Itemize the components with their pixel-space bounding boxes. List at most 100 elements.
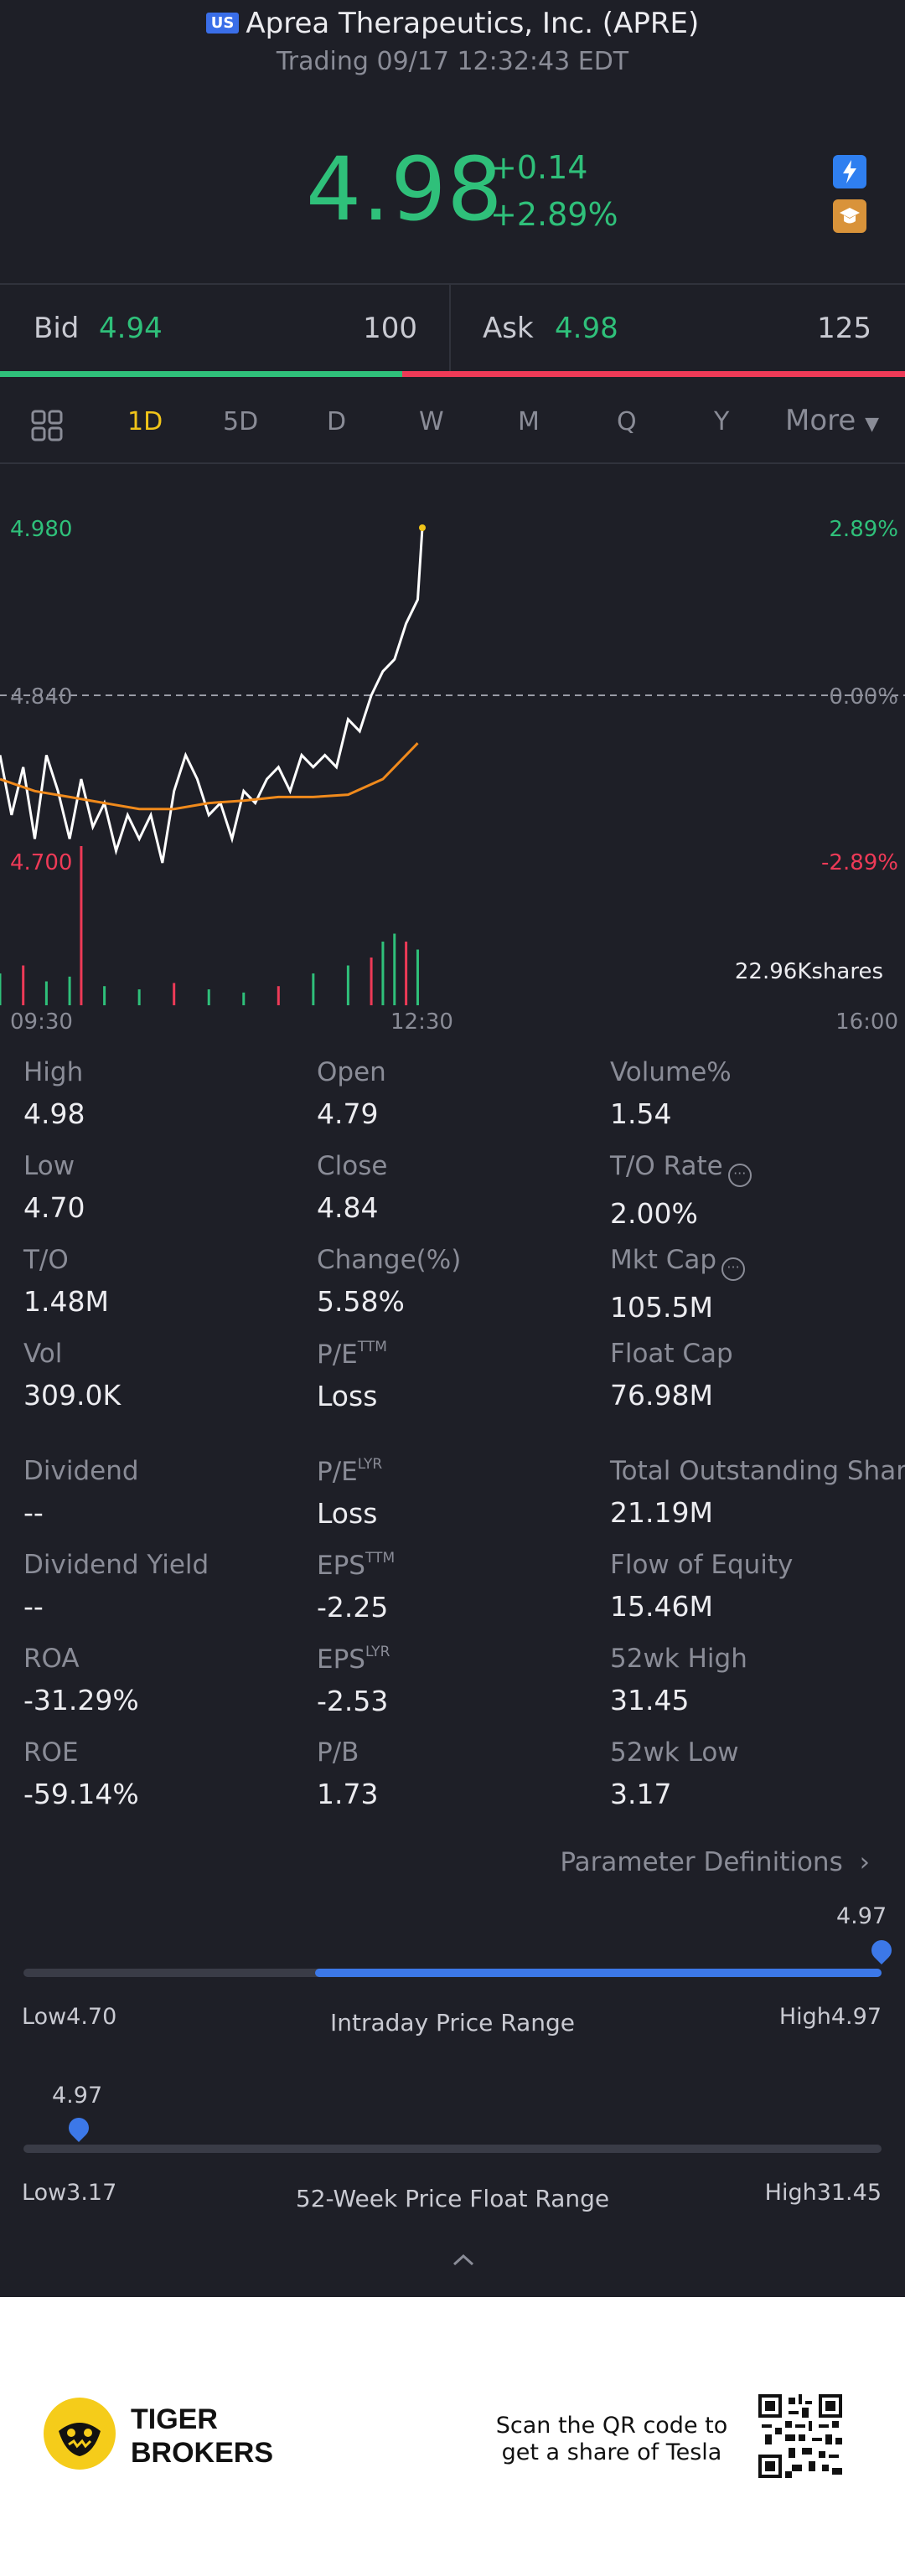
stat-label-text: 52wk Low <box>610 1737 739 1768</box>
ask-share-bar <box>402 371 905 377</box>
stat-value: -31.29% <box>23 1684 139 1716</box>
change-percent: +2.89% <box>490 196 618 233</box>
stat-flow-of-equity: Flow of Equity 15.46M <box>610 1550 793 1623</box>
stat-label-text: Vol <box>23 1339 63 1369</box>
parameter-definitions-link[interactable]: Parameter Definitions › <box>560 1847 870 1877</box>
chevron-up-icon[interactable] <box>451 2252 476 2272</box>
tab-5d[interactable]: 5D <box>223 407 259 436</box>
stat-label-text: T/O Rate <box>610 1151 723 1181</box>
stat-label: Mkt Cap ··· <box>610 1245 746 1281</box>
brand-line-2: BROKERS <box>131 2437 274 2469</box>
intraday-chart[interactable]: 4.980 4.840 4.700 2.89% 0.00% -2.89% 22.… <box>0 465 905 1051</box>
chevron-down-icon: ▼ <box>865 414 880 435</box>
intraday-low-value: 4.70 <box>66 2004 117 2030</box>
intraday-caption: Intraday Price Range <box>329 2009 575 2037</box>
stat-vol: Vol 309.0K <box>23 1339 121 1412</box>
volume-bar <box>346 965 349 1005</box>
x-label-mid: 12:30 <box>390 1009 453 1035</box>
volume-bar <box>22 965 25 1005</box>
stat-label-text: EPS <box>317 1551 365 1581</box>
stat-label-text: Dividend Yield <box>23 1550 209 1580</box>
tab-w[interactable]: W <box>419 407 444 436</box>
stat-label: EPSLYR <box>317 1644 390 1675</box>
stock-title: Aprea Therapeutics, Inc. (APRE) <box>246 7 700 40</box>
stat-p-e-ttm: P/ETTM Loss <box>317 1339 387 1412</box>
brand-name: TIGER BROKERS <box>131 2403 273 2470</box>
stat-value: 105.5M <box>610 1291 713 1324</box>
stat-label: P/ELYR <box>317 1456 382 1487</box>
intraday-marker-icon <box>867 1936 896 1964</box>
stat-label-suffix: LYR <box>357 1456 383 1473</box>
stat-value: 31.45 <box>610 1684 690 1716</box>
volume-label: 22.96Kshares <box>734 959 883 984</box>
stat-label: T/O Rate ··· <box>610 1151 752 1187</box>
stat-label: Float Cap <box>610 1339 733 1369</box>
stat-value: 21.19M <box>610 1496 713 1529</box>
promo-text: Scan the QR code to get a share of Tesla <box>495 2413 728 2465</box>
stat-value: 76.98M <box>610 1379 713 1412</box>
stat-t-o: T/O 1.48M <box>23 1245 109 1318</box>
stat-label-text: P/E <box>317 1457 358 1487</box>
x-label-close: 16:00 <box>835 1009 898 1035</box>
week52-low: Low3.17 <box>22 2180 116 2206</box>
stat-label-suffix: TTM <box>357 1339 387 1355</box>
divider <box>0 462 905 464</box>
info-icon[interactable]: ··· <box>727 1164 752 1187</box>
average-line <box>0 742 419 811</box>
education-icon[interactable] <box>833 199 866 233</box>
volume-bar <box>103 986 106 1005</box>
stock-title-row: US Aprea Therapeutics, Inc. (APRE) <box>0 7 905 40</box>
share-footer: TIGER BROKERS Scan the QR code to get a … <box>0 2297 905 2576</box>
stat-label-suffix: LYR <box>365 1644 390 1660</box>
stat-label-text: High <box>23 1057 84 1087</box>
ask-price: 4.98 <box>555 312 618 345</box>
change-amount: +0.14 <box>490 149 588 186</box>
tab-1d[interactable]: 1D <box>127 407 163 436</box>
stat-value: 4.79 <box>317 1097 379 1130</box>
volume-bar <box>416 949 419 1005</box>
stat-p-b: P/B 1.73 <box>317 1737 378 1810</box>
stat-label: ROE <box>23 1737 139 1768</box>
price-line <box>0 527 424 864</box>
stat-label-text: Mkt Cap <box>610 1245 717 1275</box>
stat-change: Change(%) 5.58% <box>317 1245 461 1318</box>
bid-label: Bid <box>34 312 80 345</box>
tab-q[interactable]: Q <box>617 407 637 436</box>
stat-open: Open 4.79 <box>317 1057 386 1130</box>
stat-dividend-yield: Dividend Yield -- <box>23 1550 209 1623</box>
week52-high-value: 31.45 <box>816 2180 882 2206</box>
last-price: 4.98 <box>306 138 504 240</box>
tab-more[interactable]: More ▼ <box>785 404 879 437</box>
stat-label-text: Change(%) <box>317 1245 462 1275</box>
volume-bar <box>277 986 280 1005</box>
y-label-high: 4.980 <box>10 517 73 542</box>
stat-value: 1.73 <box>317 1778 379 1810</box>
stat-volume: Volume% 1.54 <box>610 1057 732 1130</box>
volume-bar <box>173 983 176 1005</box>
tab-y[interactable]: Y <box>714 407 730 436</box>
stat-value: 1.54 <box>610 1097 672 1130</box>
volume-bar <box>242 992 246 1005</box>
stat-label-text: Dividend <box>23 1456 139 1486</box>
tiger-logo-icon <box>44 2398 116 2470</box>
intraday-track <box>23 1969 882 1977</box>
volume-bar <box>312 973 315 1005</box>
stat-roe: ROE -59.14% <box>23 1737 139 1810</box>
intraday-low: Low4.70 <box>22 2004 116 2030</box>
volume-bar <box>80 846 83 1005</box>
stat-label-text: Close <box>317 1151 388 1181</box>
stat-total-outstanding-shares: Total Outstanding Shares 21.19M <box>610 1456 905 1529</box>
bolt-icon[interactable] <box>833 155 866 188</box>
tab-d[interactable]: D <box>327 407 347 436</box>
period-tabs: 1D 5D D W M Q Y More ▼ <box>0 385 905 462</box>
stat-label: P/B <box>317 1737 378 1768</box>
info-icon[interactable]: ··· <box>721 1257 746 1281</box>
stat-label: 52wk Low <box>610 1737 739 1768</box>
ask-size: 125 <box>817 312 871 345</box>
y-pct-high: 2.89% <box>829 517 898 542</box>
stat-label-text: P/E <box>317 1340 358 1370</box>
tab-m[interactable]: M <box>518 407 540 436</box>
grid-icon[interactable] <box>30 409 64 442</box>
intraday-high: High4.97 <box>779 2004 882 2030</box>
stat-label: Volume% <box>610 1057 732 1087</box>
